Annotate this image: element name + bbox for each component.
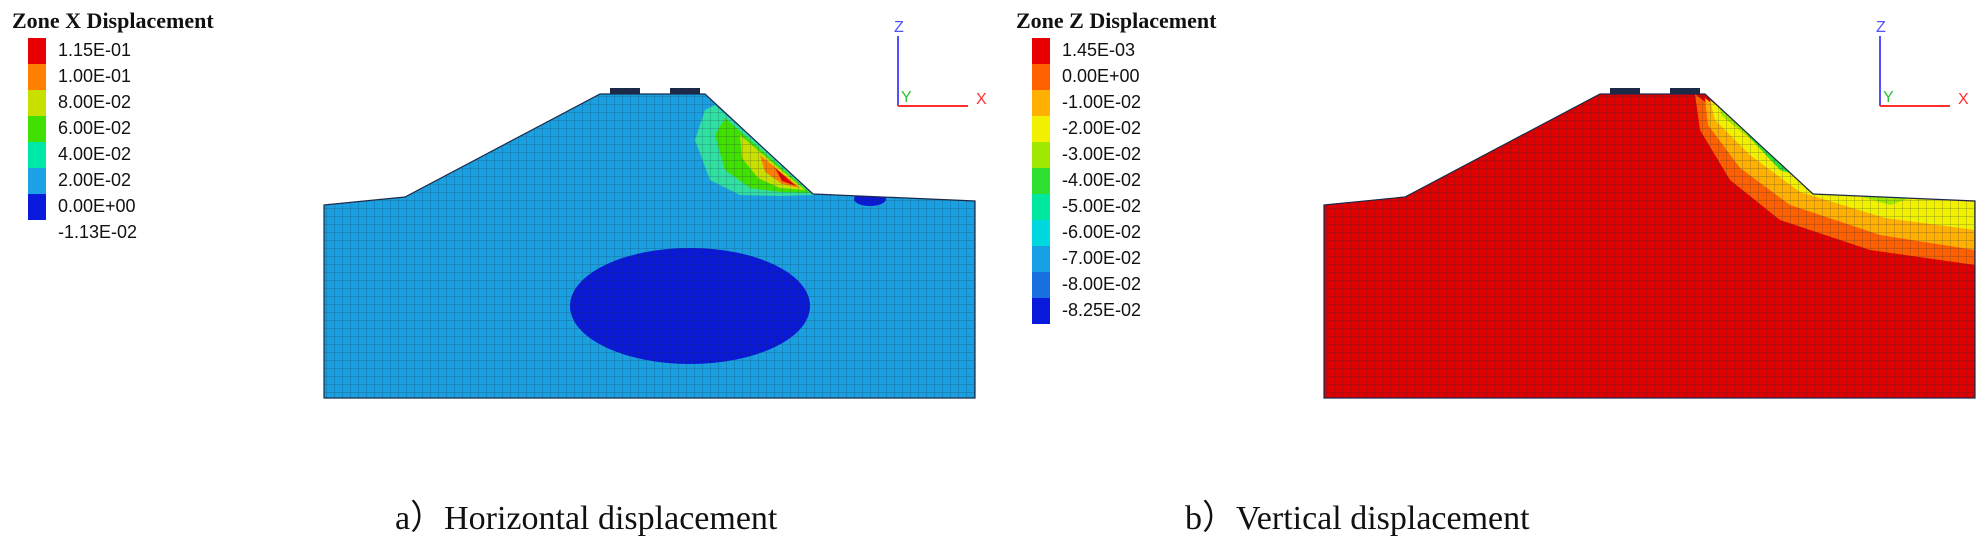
legend-swatch	[28, 142, 46, 168]
legend-label: -1.13E-02	[58, 222, 138, 242]
legend-swatch	[28, 90, 46, 116]
legend-swatch	[28, 64, 46, 90]
legend-title: Zone X Displacement	[12, 8, 214, 33]
panel-horizontal-displacement: Zone X Displacement 1.15E-01 1.00E-01 8.00…	[12, 8, 987, 537]
legend-label: 6.00E-02	[58, 118, 132, 138]
mesh-overlay	[1324, 94, 1975, 398]
legend-swatch	[1032, 194, 1050, 220]
legend-label: -8.00E-02	[1062, 274, 1142, 294]
legend-swatch	[1032, 142, 1050, 168]
legend-swatch	[28, 220, 46, 246]
model-outline	[1323, 93, 1976, 399]
foundation-block-left	[610, 88, 640, 94]
legend-swatch	[1032, 64, 1050, 90]
legend-label: -6.00E-02	[1062, 222, 1142, 242]
x-axis-label: X	[976, 91, 987, 108]
legend-label: -8.25E-02	[1062, 300, 1142, 320]
z-axis-label: Z	[1876, 19, 1886, 36]
legend-label: 8.00E-02	[58, 92, 132, 112]
legend-label: -7.00E-02	[1062, 248, 1142, 268]
axis-triad: Z Y X	[1876, 19, 1969, 108]
contour-max-settlement	[1752, 122, 1772, 134]
model-outline	[323, 93, 976, 399]
legend-swatch	[28, 38, 46, 64]
foundation-block-right	[1670, 88, 1700, 94]
foundation-block-left	[1610, 88, 1640, 94]
legend-swatch	[1032, 272, 1050, 298]
vertical-displacement-contour-plot	[1323, 88, 1976, 399]
caption: a）Horizontal displacement	[395, 500, 778, 537]
z-axis-label: Z	[894, 19, 904, 36]
legend-title: Zone Z Displacement	[1016, 8, 1217, 33]
y-axis-label: Y	[901, 89, 912, 106]
legend-swatch	[1032, 90, 1050, 116]
legend-label: 1.00E-01	[58, 66, 132, 86]
legend-label: 4.00E-02	[58, 144, 132, 164]
legend-swatch	[1032, 38, 1050, 64]
legend-swatch	[1032, 116, 1050, 142]
legend-swatch	[1032, 246, 1050, 272]
mesh-overlay	[324, 94, 975, 398]
legend-label: 0.00E+00	[1062, 66, 1140, 86]
legend-label: -5.00E-02	[1062, 196, 1142, 216]
foundation-block-right	[670, 88, 700, 94]
axis-triad: Z Y X	[894, 19, 987, 108]
legend-label: 1.15E-01	[58, 40, 132, 60]
legend-label: -3.00E-02	[1062, 144, 1142, 164]
legend-label: -4.00E-02	[1062, 170, 1142, 190]
legend-label: 2.00E-02	[58, 170, 132, 190]
y-axis-label: Y	[1883, 89, 1894, 106]
horizontal-displacement-contour-plot	[323, 88, 976, 399]
legend-swatch	[1032, 168, 1050, 194]
legend-swatch	[28, 194, 46, 220]
legend-swatch	[28, 168, 46, 194]
x-axis-label: X	[1958, 91, 1969, 108]
panel-vertical-displacement: Zone Z Displacement 1.45E-03 0.00E+00 -1.0…	[1000, 0, 1987, 538]
legend-label: 0.00E+00	[58, 196, 136, 216]
legend-label: -1.00E-02	[1062, 92, 1142, 112]
legend-swatch	[1032, 298, 1050, 324]
legend-swatch	[28, 116, 46, 142]
legend-label: 1.45E-03	[1062, 40, 1136, 60]
caption: b）Vertical displacement	[1185, 500, 1530, 537]
legend-swatch	[1032, 220, 1050, 246]
legend-label: -2.00E-02	[1062, 118, 1142, 138]
